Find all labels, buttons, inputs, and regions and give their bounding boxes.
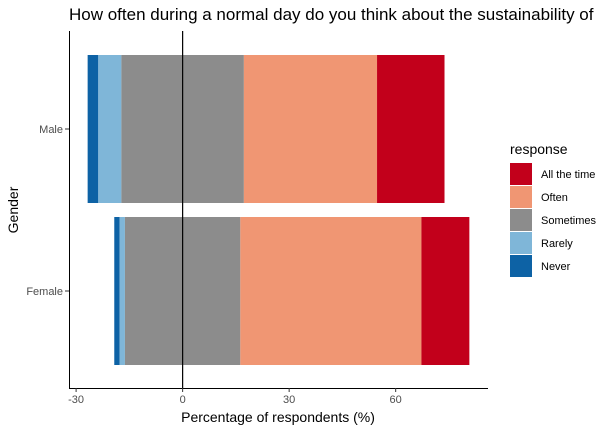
- legend-swatch-all-the-time: [510, 163, 532, 185]
- legend-label: Rarely: [541, 238, 573, 250]
- legend-swatch-often: [510, 186, 532, 208]
- legend-label: Never: [541, 261, 571, 273]
- x-ticks-group: -30 0 30 60: [68, 388, 402, 406]
- x-axis-title: Percentage of respondents (%): [181, 409, 375, 425]
- bar-female-all-the-time: [421, 217, 470, 365]
- x-tick-label: -30: [68, 394, 84, 406]
- bar-female-never: [114, 217, 120, 365]
- legend-label: Sometimes: [541, 215, 597, 227]
- legend-label: All the time: [541, 169, 595, 181]
- legend-swatch-never: [510, 255, 532, 277]
- bar-female-rarely: [119, 217, 125, 365]
- x-tick-label: 30: [283, 394, 295, 406]
- x-tick-label: 60: [390, 394, 402, 406]
- bar-male-never: [87, 55, 99, 203]
- legend-items: All the time Often Sometimes Rarely Never: [510, 163, 597, 277]
- bar-female-often: [240, 217, 422, 365]
- bar-male-all-the-time: [377, 55, 445, 203]
- legend-swatch-sometimes: [510, 209, 532, 231]
- bars-group: [87, 55, 470, 365]
- legend-title: response: [510, 141, 568, 157]
- legend-label: Often: [541, 192, 568, 204]
- y-tick-label-male: Male: [39, 124, 63, 136]
- legend-swatch-rarely: [510, 232, 532, 254]
- x-tick-label: 0: [180, 394, 186, 406]
- y-ticks-group: Male Female: [26, 124, 69, 298]
- bar-male-rarely: [98, 55, 122, 203]
- y-tick-label-female: Female: [26, 286, 63, 298]
- chart-title: How often during a normal day do you thi…: [69, 5, 594, 24]
- legend: response All the time Often Sometimes Rarel…: [510, 141, 597, 277]
- bar-male-often: [243, 55, 378, 203]
- y-axis-title: Gender: [5, 186, 21, 233]
